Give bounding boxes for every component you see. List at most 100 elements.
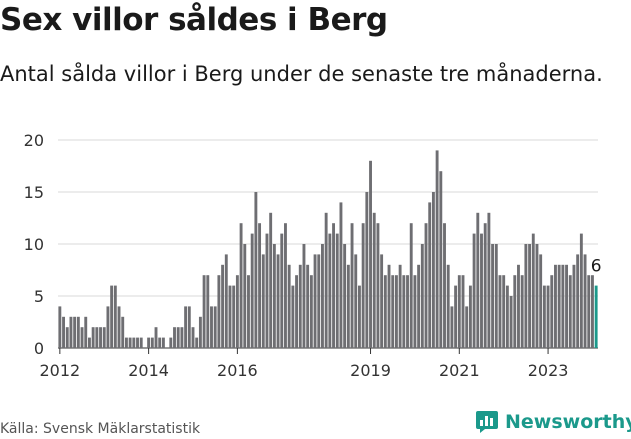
bar bbox=[213, 306, 217, 348]
y-tick-label: 10 bbox=[24, 235, 44, 254]
page-subtitle: Antal sålda villor i Berg under de senas… bbox=[0, 62, 603, 86]
x-tick-label: 2021 bbox=[439, 361, 480, 380]
bar bbox=[383, 275, 387, 348]
bar bbox=[487, 212, 491, 348]
bar bbox=[480, 233, 483, 348]
bar bbox=[346, 264, 350, 348]
bar bbox=[565, 264, 569, 348]
bar bbox=[505, 285, 509, 348]
highlight-value-label: 6 bbox=[591, 257, 602, 277]
bar bbox=[454, 285, 458, 348]
bar bbox=[258, 223, 262, 348]
bar bbox=[176, 327, 180, 348]
bar bbox=[361, 223, 365, 348]
x-tick-label: 2014 bbox=[128, 361, 169, 380]
bar bbox=[546, 285, 550, 348]
bar bbox=[491, 244, 495, 348]
bar bbox=[184, 306, 188, 348]
bar bbox=[84, 316, 88, 348]
bar bbox=[380, 254, 384, 348]
bar bbox=[139, 337, 143, 348]
bar bbox=[250, 233, 254, 348]
bar bbox=[161, 337, 165, 348]
bar bbox=[579, 233, 583, 348]
bar bbox=[76, 316, 80, 348]
bar bbox=[557, 264, 561, 348]
bar bbox=[284, 223, 287, 348]
bar bbox=[128, 337, 132, 348]
bar bbox=[498, 275, 502, 348]
bar bbox=[520, 275, 524, 348]
bar bbox=[287, 264, 291, 348]
bar bbox=[169, 337, 173, 348]
bar bbox=[121, 316, 125, 348]
bar bbox=[206, 275, 210, 348]
bar bbox=[535, 244, 539, 348]
bar bbox=[254, 192, 258, 348]
bar bbox=[394, 275, 398, 348]
bar bbox=[280, 233, 284, 348]
bar bbox=[232, 285, 236, 348]
bar bbox=[472, 233, 476, 348]
bar bbox=[110, 285, 114, 348]
bar bbox=[587, 275, 591, 348]
bar bbox=[69, 316, 73, 348]
bar bbox=[443, 223, 446, 348]
bar bbox=[391, 275, 395, 348]
bar bbox=[335, 233, 339, 348]
bar bbox=[568, 275, 572, 348]
bar bbox=[291, 285, 295, 348]
bar bbox=[417, 264, 421, 348]
bar bbox=[276, 254, 280, 348]
bar bbox=[428, 202, 432, 348]
bar bbox=[531, 233, 535, 348]
bar bbox=[217, 275, 221, 348]
y-tick-label: 0 bbox=[34, 339, 44, 358]
bar bbox=[272, 244, 276, 348]
bar bbox=[261, 254, 265, 348]
bar bbox=[147, 337, 151, 348]
bar bbox=[313, 254, 317, 348]
bar bbox=[80, 327, 84, 348]
x-tick-label: 2023 bbox=[528, 361, 569, 380]
bar bbox=[136, 337, 139, 348]
bar bbox=[528, 244, 532, 348]
bar bbox=[210, 306, 213, 348]
bar bbox=[406, 275, 409, 348]
bar bbox=[187, 306, 191, 348]
bar bbox=[298, 264, 302, 348]
bar bbox=[328, 233, 332, 348]
y-tick-label: 15 bbox=[24, 183, 44, 202]
bar bbox=[158, 337, 162, 348]
bar bbox=[461, 275, 465, 348]
bar bbox=[365, 192, 369, 348]
bar bbox=[398, 264, 402, 348]
brand-logo[interactable]: Newsworthy bbox=[475, 408, 631, 436]
brand-name: Newsworthy bbox=[505, 411, 631, 433]
bar bbox=[117, 306, 121, 348]
bar bbox=[476, 212, 480, 348]
bar bbox=[198, 316, 202, 348]
source-note: Källa: Svensk Mäklarstatistik bbox=[0, 421, 201, 437]
bar bbox=[221, 264, 225, 348]
bar bbox=[354, 254, 358, 348]
bar bbox=[62, 316, 65, 348]
bar bbox=[191, 327, 195, 348]
bar bbox=[306, 264, 310, 348]
y-tick-label: 20 bbox=[24, 131, 44, 150]
bar bbox=[517, 264, 520, 348]
bar bbox=[583, 254, 587, 348]
bar bbox=[457, 275, 461, 348]
newsworthy-chart-icon bbox=[476, 411, 498, 433]
bar bbox=[576, 254, 580, 348]
bar bbox=[239, 223, 243, 348]
bar bbox=[269, 212, 273, 348]
bar bbox=[124, 337, 128, 348]
bar bbox=[73, 316, 77, 348]
x-tick-label: 2019 bbox=[350, 361, 391, 380]
bar bbox=[494, 244, 498, 348]
bar bbox=[95, 327, 99, 348]
bar bbox=[465, 306, 469, 348]
bar bbox=[409, 223, 413, 348]
